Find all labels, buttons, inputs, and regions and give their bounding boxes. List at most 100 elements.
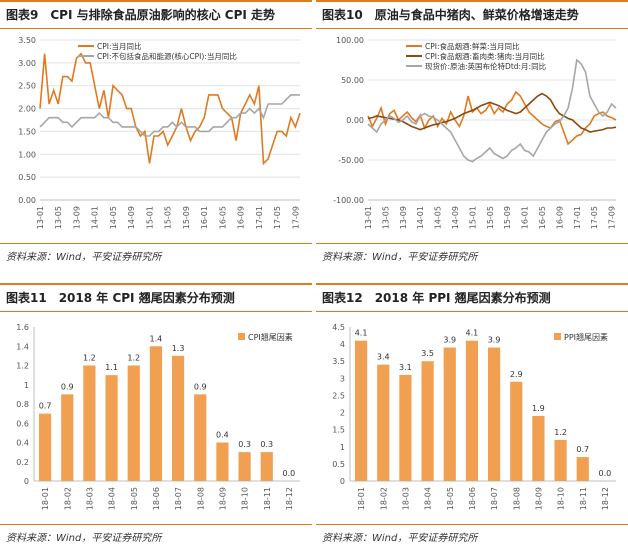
- data-label: 3.4: [377, 353, 390, 362]
- panel-chart-9: 图表9 CPI 与排除食品原油影响的核心 CPI 走势 0.00 0.50 1.00…: [0, 0, 312, 272]
- y-tick-label: -50.00: [338, 156, 364, 165]
- bar: [216, 442, 229, 481]
- series-line: [367, 92, 617, 133]
- source-note: 资料来源：Wind，平安证券研究所: [322, 533, 478, 544]
- y-tick-label: 0: [340, 477, 345, 486]
- series-line: [367, 90, 617, 146]
- y-tick-label: 0.8: [16, 400, 29, 409]
- x-tick-label: 16-01: [521, 206, 530, 229]
- y-tick-label: 100.00: [336, 36, 364, 45]
- y-tick-label: 0.5: [332, 460, 345, 469]
- source-note: 资料来源：Wind，平安证券研究所: [6, 533, 162, 544]
- y-tick-label: 1.00: [18, 150, 36, 159]
- bar: [465, 340, 479, 481]
- x-tick-label: 17-05: [590, 206, 599, 229]
- y-tick-label: 1.6: [16, 323, 29, 332]
- data-label: 1.3: [172, 344, 185, 353]
- x-tick-label: 15-01: [145, 206, 154, 229]
- panel-title-bar: 图表11 2018 年 CPI 翘尾因素分布预测: [0, 283, 312, 312]
- data-label: 0.7: [576, 445, 589, 454]
- data-label: 0.9: [194, 382, 207, 391]
- data-label: 0.9: [61, 382, 74, 391]
- data-label: 0.0: [599, 469, 612, 478]
- data-label: 3.5: [421, 349, 434, 358]
- x-tick-label: 18-02: [379, 487, 388, 510]
- y-tick-label: 0.50: [18, 173, 36, 182]
- legend-swatch: [554, 333, 561, 340]
- legend-label: CPI:食品烟酒:鲜菜:当月同比: [425, 41, 520, 51]
- y-tick-label: 3: [340, 374, 345, 383]
- bar: [194, 394, 207, 481]
- x-tick-label: 18-10: [557, 487, 566, 510]
- data-label: 1.9: [532, 404, 545, 413]
- y-tick-label: 3.00: [18, 59, 36, 68]
- panel-title-bar: 图表12 2018 年 PPI 翘尾因素分布预测: [316, 283, 628, 312]
- x-tick-label: 13-05: [54, 206, 63, 229]
- x-tick-label: 18-06: [468, 487, 477, 510]
- chart-10-svg: -100.00 -50.00 0.00 50.00 100.00 13-01 13-05 13…: [333, 36, 617, 229]
- data-label: 4.1: [355, 329, 368, 338]
- y-tick-label: 1: [340, 443, 345, 452]
- data-label: 2.9: [510, 370, 523, 379]
- x-tick-label: 18-12: [601, 487, 610, 510]
- y-tick-label: 1.5: [332, 426, 345, 435]
- panel-title-bar: 图表9 CPI 与排除食品原油影响的核心 CPI 走势: [0, 0, 312, 29]
- x-tick-label: 17-09: [608, 206, 617, 229]
- x-tick-label: 14-09: [451, 206, 460, 229]
- data-label: 0.3: [260, 440, 273, 449]
- y-tick-label: 3.50: [18, 36, 36, 45]
- y-tick-label: 2.5: [332, 391, 345, 400]
- x-tick-label: 17-09: [291, 206, 300, 229]
- x-tick-label: 18-04: [424, 487, 433, 510]
- panel-title-bar: 图表10 原油与食品中猪肉、鲜菜价格增速走势: [316, 0, 628, 29]
- chart-title: 图表12 2018 年 PPI 翘尾因素分布预测: [322, 291, 551, 305]
- x-tick-label: 15-09: [503, 206, 512, 229]
- data-label: 0.7: [39, 402, 52, 411]
- bar: [576, 457, 589, 481]
- bar: [83, 365, 96, 481]
- series-line: [39, 94, 300, 137]
- y-tick-label: 1.2: [16, 362, 29, 371]
- legend-label: PPI翘尾因素: [564, 332, 608, 342]
- legend-label: CPI:食品烟酒:畜肉类:猪肉:当月同比: [425, 51, 545, 61]
- y-tick-label: 2.00: [18, 105, 36, 114]
- x-tick-label: 16-05: [538, 206, 547, 229]
- x-tick-label: 18-11: [579, 487, 588, 510]
- x-tick-label: 13-09: [399, 206, 408, 229]
- y-tick-label: 0.00: [18, 196, 36, 205]
- x-tick-label: 14-01: [416, 206, 425, 229]
- x-tick-label: 15-05: [486, 206, 495, 229]
- x-tick-label: 16-09: [555, 206, 564, 229]
- x-tick-label: 14-09: [127, 206, 136, 229]
- bar: [443, 347, 456, 481]
- y-tick-label: 2: [340, 409, 345, 418]
- y-tick-label: 4: [340, 340, 345, 349]
- data-label: 1.2: [554, 428, 567, 437]
- data-label: 1.4: [150, 334, 163, 343]
- data-label: 3.1: [399, 363, 412, 372]
- y-tick-label: 2.50: [18, 82, 36, 91]
- y-tick-label: 0.6: [16, 419, 29, 428]
- source-divider: [0, 243, 312, 244]
- y-tick-label: 50.00: [341, 76, 364, 85]
- x-tick-label: 13-09: [72, 206, 81, 229]
- chart-12-svg: 0 0.5 1 1.5 2 2.5 3 3.5 4 4.5 4.1 18-01 3.4 18-02 3.1 1…: [332, 323, 616, 510]
- data-label: 0.4: [216, 431, 229, 440]
- panel-chart-11: 图表11 2018 年 CPI 翘尾因素分布预测 0 0.2 0.4 0.6 0.8 1 1…: [0, 283, 312, 547]
- x-tick-label: 14-05: [434, 206, 443, 229]
- x-tick-label: 13-01: [36, 206, 45, 229]
- y-tick-label: 4.5: [332, 323, 345, 332]
- source-note: 资料来源：Wind，平安证券研究所: [322, 252, 478, 263]
- y-tick-label: 0.2: [16, 458, 29, 467]
- data-label: 3.9: [443, 336, 456, 345]
- bar: [399, 374, 412, 481]
- x-tick-label: 18-07: [174, 487, 183, 510]
- data-label: 1.1: [105, 363, 118, 372]
- x-tick-label: 14-01: [91, 206, 100, 229]
- bar: [171, 355, 185, 481]
- y-tick-label: 1.50: [18, 127, 36, 136]
- series-line: [39, 52, 301, 166]
- y-tick-label: 1: [24, 381, 29, 390]
- bar: [105, 375, 118, 481]
- x-tick-label: 18-04: [108, 487, 117, 510]
